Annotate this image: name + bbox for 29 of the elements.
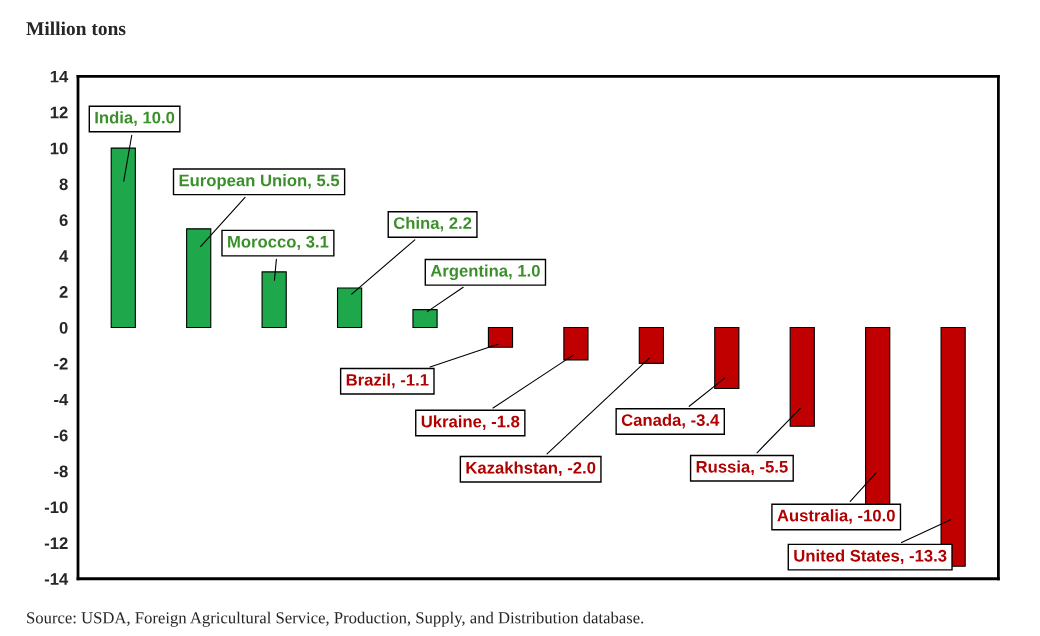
data-label: India, 10.0: [95, 111, 175, 126]
y-tick-label: 8: [59, 178, 68, 191]
data-label: Ukraine, -1.8: [421, 415, 520, 430]
data-label: Morocco, 3.1: [228, 235, 329, 251]
source-note: Source: USDA, Foreign Agricultural Service, Production, Supply, and Distribution database.: [27, 611, 644, 627]
data-label: United States, -13.3: [794, 549, 947, 565]
y-tick-label: -14: [44, 573, 69, 585]
data-label: Russia, -5.5: [696, 460, 788, 476]
y-tick-label: 10: [50, 142, 68, 155]
y-tick-label: -6: [54, 429, 68, 442]
y-tick-label: 2: [59, 286, 68, 298]
y-tick-label: 14: [50, 70, 69, 83]
y-tick-label: -2: [54, 357, 68, 370]
data-label: European Union, 5.5: [179, 174, 340, 190]
y-tick-label: 6: [59, 214, 68, 227]
data-label: Argentina, 1.0: [430, 264, 540, 281]
y-tick-label: -8: [54, 465, 68, 478]
y-axis-title: Million tons: [26, 21, 126, 36]
data-label: Australia, -10.0: [777, 509, 895, 524]
y-tick-label: 0: [59, 321, 68, 334]
y-tick-label: -12: [44, 537, 68, 549]
data-label: Canada, -3.4: [621, 413, 720, 429]
y-tick-label: -4: [54, 393, 69, 406]
y-tick-label: 4: [59, 250, 69, 262]
data-label: Brazil, -1.1: [346, 373, 429, 389]
y-tick-label: -10: [44, 501, 68, 514]
data-label: China, 2.2: [393, 216, 472, 232]
y-tick-label: 12: [50, 106, 68, 119]
data-label: Kazakhstan, -2.0: [466, 461, 596, 477]
